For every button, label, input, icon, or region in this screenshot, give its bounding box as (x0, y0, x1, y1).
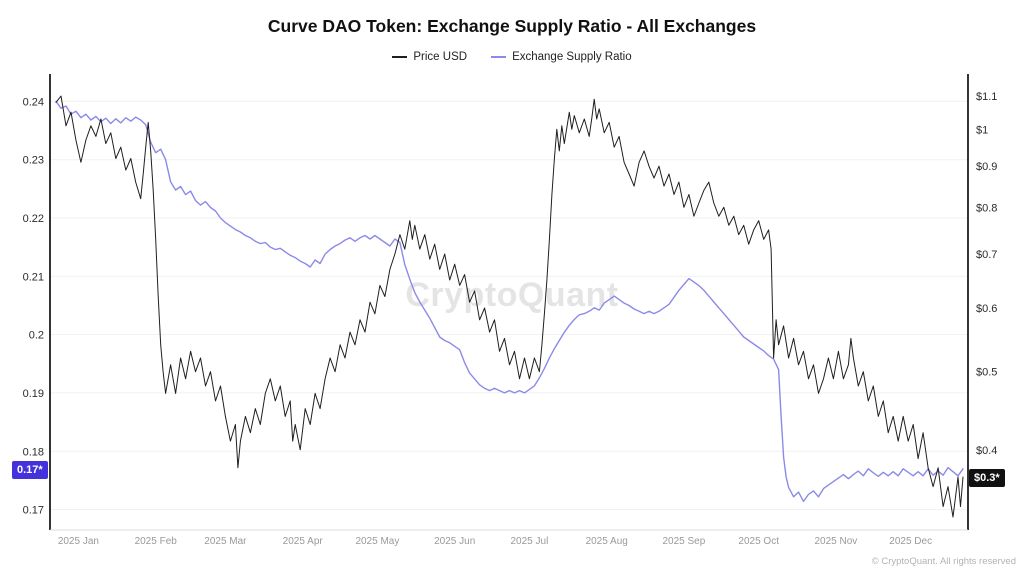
svg-text:$0.8: $0.8 (976, 202, 997, 214)
svg-text:2025 Sep: 2025 Sep (662, 536, 705, 547)
svg-text:$0.4: $0.4 (976, 445, 997, 457)
svg-text:2025 Jul: 2025 Jul (510, 536, 548, 547)
svg-text:0.22: 0.22 (23, 213, 44, 225)
price-line (55, 95, 964, 518)
svg-text:0.2: 0.2 (29, 330, 44, 342)
left-axis-labels: 0.24 0.23 0.22 0.21 0.2 0.19 0.18 0.17 (23, 96, 44, 516)
svg-text:0.17: 0.17 (23, 505, 44, 517)
price-series-swatch-icon (392, 56, 408, 58)
svg-text:2025 Apr: 2025 Apr (283, 536, 324, 547)
svg-text:$1: $1 (976, 124, 988, 136)
price-latest-badge: $0.3* (969, 469, 1005, 487)
right-axis-labels: $1.1 $1 $0.9 $0.8 $0.7 $0.6 $0.5 $0.4 (976, 91, 997, 457)
ratio-latest-badge: 0.17* (12, 461, 48, 479)
ratio-series-label: Exchange Supply Ratio (512, 51, 632, 63)
svg-text:2025 Feb: 2025 Feb (135, 536, 178, 547)
gridlines (50, 100, 968, 511)
svg-text:2025 Nov: 2025 Nov (814, 536, 857, 547)
svg-text:0.23: 0.23 (23, 155, 44, 167)
svg-text:$0.7: $0.7 (976, 249, 997, 261)
svg-text:0.24: 0.24 (23, 96, 44, 108)
price-series-label: Price USD (413, 51, 468, 63)
legend-item-ratio[interactable]: Exchange Supply Ratio (491, 51, 632, 63)
svg-text:$0.6: $0.6 (976, 303, 997, 315)
cryptoquant-watermark: CryptoQuant (405, 276, 619, 314)
legend: Price USD Exchange Supply Ratio (0, 51, 1024, 63)
svg-text:2025 May: 2025 May (355, 536, 399, 547)
svg-text:0.19: 0.19 (23, 388, 44, 400)
svg-text:0.18: 0.18 (23, 446, 44, 458)
svg-text:0.21: 0.21 (23, 271, 44, 283)
svg-text:2025 Jun: 2025 Jun (434, 536, 475, 547)
svg-text:2025 Dec: 2025 Dec (889, 536, 932, 547)
svg-text:$0.5: $0.5 (976, 367, 997, 379)
x-axis-labels: 2025 Jan 2025 Feb 2025 Mar 2025 Apr 2025 May… (58, 536, 932, 547)
legend-item-price[interactable]: Price USD (392, 51, 467, 63)
svg-text:$0.9: $0.9 (976, 161, 997, 173)
chart-title: Curve DAO Token: Exchange Supply Ratio -… (267, 16, 757, 36)
svg-text:2025 Oct: 2025 Oct (738, 536, 779, 547)
svg-text:2025 Jan: 2025 Jan (58, 536, 99, 547)
axes (49, 74, 969, 531)
copyright-text: © CryptoQuant. All rights reserved (871, 556, 1016, 567)
ratio-series-swatch-icon (491, 56, 507, 58)
svg-text:$1.1: $1.1 (976, 91, 997, 103)
svg-text:2025 Mar: 2025 Mar (204, 536, 247, 547)
svg-text:2025 Aug: 2025 Aug (586, 536, 628, 547)
ratio-line (55, 100, 964, 503)
